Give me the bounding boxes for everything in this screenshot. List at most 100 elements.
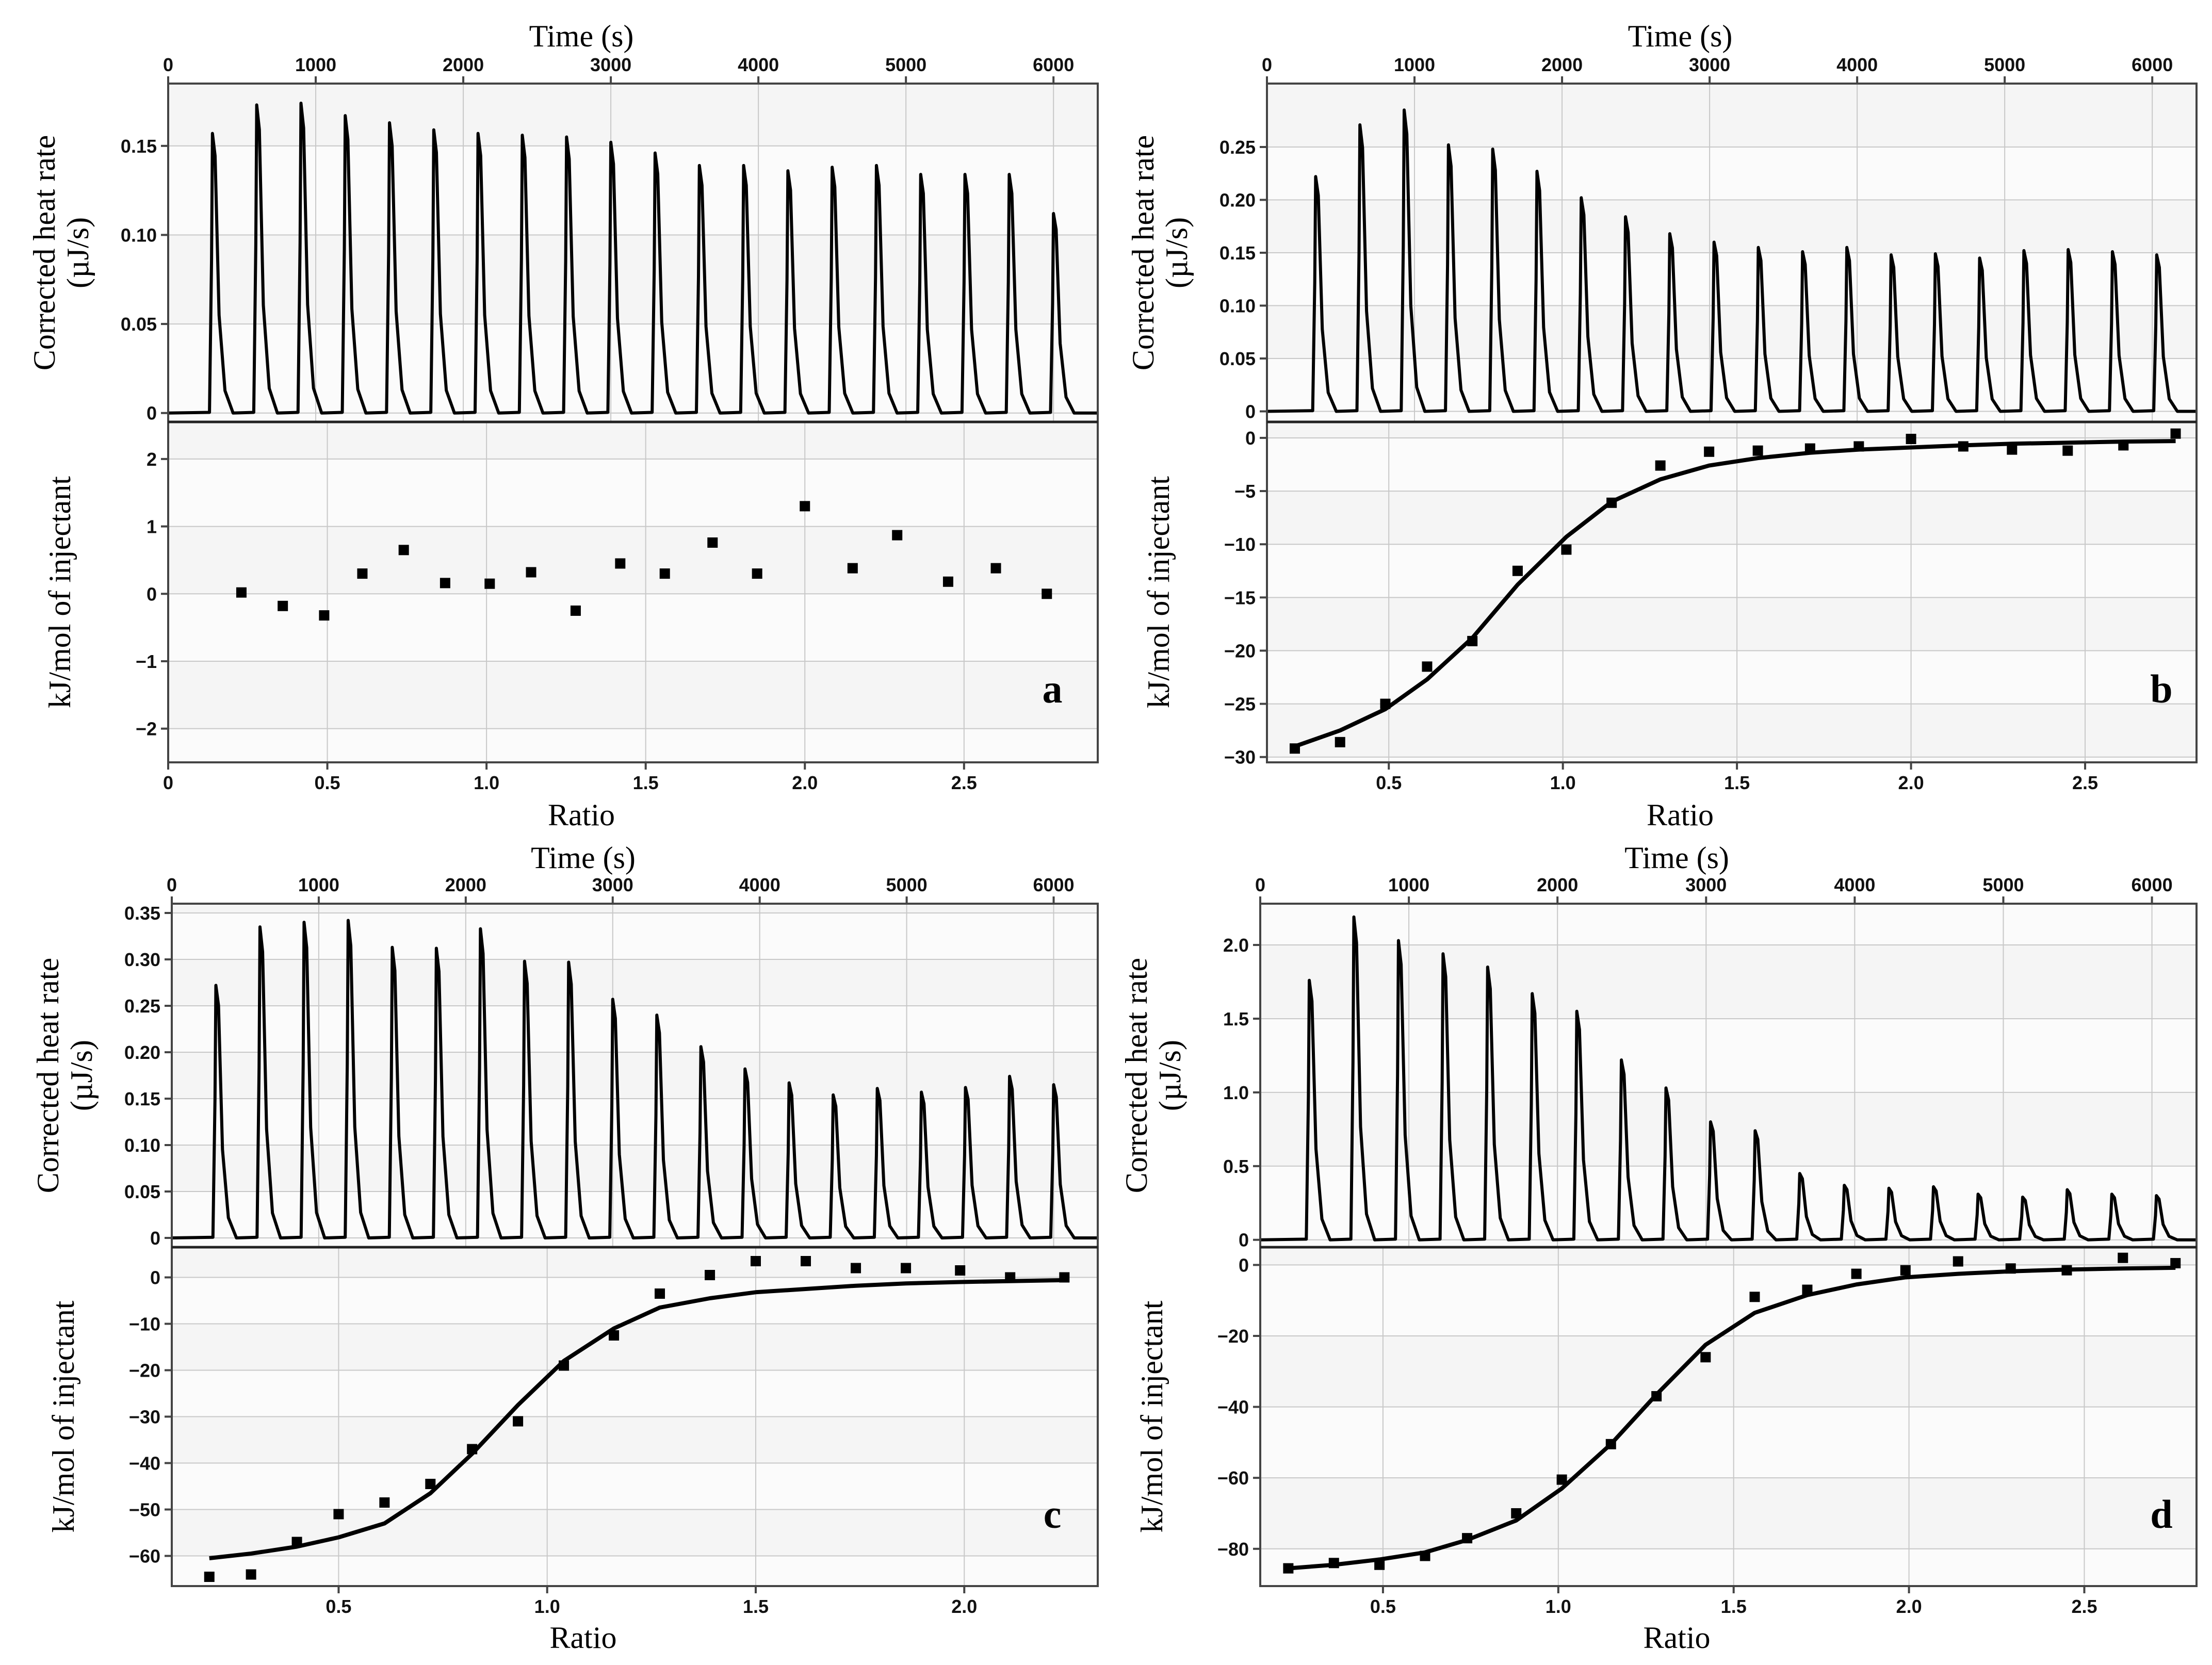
x-tick-label: 6000 (2132, 874, 2173, 895)
y-tick-label: 0 (1245, 401, 1256, 422)
grid-band (1267, 305, 2197, 358)
heat-rate-axis-unit: (µJ/s) (61, 217, 95, 288)
y-tick-label: 0 (1239, 1254, 1249, 1276)
data-point (1804, 443, 1815, 454)
grid-band (1260, 945, 2197, 1019)
x-tick-label: 1000 (298, 874, 339, 895)
data-point (2007, 444, 2018, 455)
y-tick-label: 1.0 (1223, 1082, 1249, 1103)
heat-rate-trace (171, 919, 1098, 1239)
panel-c: 0 0.05 0.10 0.15 0.20 0.25 0.30 0.35 0 1000 2000 30… (31, 841, 1099, 1655)
data-point (659, 568, 670, 579)
panel-letter: c (1044, 1492, 1062, 1537)
x-tick-label: 2.5 (951, 772, 977, 793)
y-tick-label: 0 (1239, 1230, 1249, 1251)
grid-band (1260, 1247, 2197, 1265)
data-point (1851, 1268, 1862, 1279)
y-tick-label: 0 (147, 583, 157, 605)
x-tick-label: 4000 (1834, 874, 1875, 895)
ratio-axis-title: Ratio (548, 798, 615, 832)
data-point (291, 1537, 302, 1547)
data-point (570, 605, 581, 616)
grid-band (1267, 200, 2197, 253)
grid-band (172, 904, 1098, 913)
y-tick-label: 0 (147, 403, 157, 424)
grid-band (172, 1509, 1098, 1556)
y-tick-label: 0.10 (121, 224, 157, 246)
heat-rate-axis-title: Corrected heat rate (1119, 958, 1153, 1193)
grid-band (172, 1416, 1098, 1463)
panel-a: 0 0.05 0.10 0.15 0 1000 2000 3000 4000 5000 6000 Ti… (27, 19, 1099, 832)
data-point (1283, 1563, 1294, 1574)
y-tick-label: 0.10 (1219, 296, 1256, 317)
grid-band (172, 1247, 1098, 1278)
y-tick-label: 0.05 (121, 314, 157, 335)
y-tick-label: −30 (1224, 747, 1256, 768)
data-point (1853, 441, 1864, 452)
x-tick-label: 2.0 (1898, 772, 1924, 793)
fit-curve (209, 1278, 1065, 1560)
grid-band (1267, 704, 2197, 757)
y-tick-label: −40 (1217, 1397, 1249, 1418)
x-tick-label: 2.0 (1896, 1596, 1922, 1617)
x-tick-label: 0 (1255, 874, 1265, 895)
x-tick-label: 5000 (885, 54, 926, 75)
x-tick-label: 2000 (443, 54, 484, 75)
y-tick-label: 0.15 (121, 136, 157, 157)
data-point (484, 578, 495, 589)
data-point (1605, 1439, 1616, 1449)
data-point (1752, 445, 1763, 456)
x-tick-label: 2000 (445, 874, 486, 895)
x-tick-label: 0 (163, 54, 173, 75)
grid-band (1267, 597, 2197, 651)
data-point (357, 568, 368, 579)
x-tick-label: 3000 (1689, 54, 1730, 75)
y-tick-label: −20 (1217, 1326, 1249, 1347)
x-tick-label: 0 (167, 874, 177, 895)
y-tick-label: 0.20 (1219, 190, 1256, 211)
data-point (1561, 544, 1572, 555)
data-point (1704, 446, 1715, 457)
enthalpy-axis-title: kJ/mol of injectant (1135, 1300, 1169, 1532)
y-tick-label: −20 (1224, 640, 1256, 661)
y-tick-label: 0.15 (1219, 242, 1256, 264)
data-point (847, 563, 858, 574)
time-axis-title: Time (s) (1624, 841, 1729, 875)
x-tick-label: 1.0 (1546, 1596, 1571, 1617)
data-point (942, 576, 953, 587)
heat-rate-axis-unit: (µJ/s) (1160, 217, 1194, 288)
x-tick-label: 6000 (2132, 54, 2173, 75)
y-tick-label: 1.5 (1223, 1008, 1249, 1030)
data-point (955, 1265, 966, 1276)
x-tick-label: 1.5 (743, 1596, 769, 1617)
data-point (892, 530, 903, 541)
data-point (1059, 1272, 1070, 1283)
panel-b: 0 0.05 0.10 0.15 0.20 0.25 0 1000 2000 3000 4000 50… (1126, 19, 2198, 832)
grid-band (1267, 84, 2197, 147)
y-tick-label: −60 (1217, 1467, 1249, 1489)
x-tick-label: 1.5 (1721, 1596, 1747, 1617)
data-point (707, 537, 718, 548)
y-tick-label: 0.30 (124, 949, 160, 970)
grid-band (168, 422, 1098, 459)
ratio-axis-title: Ratio (1644, 1621, 1711, 1655)
x-tick-label: 1.0 (1550, 772, 1576, 793)
y-tick-label: −10 (1224, 534, 1256, 555)
data-point (705, 1270, 715, 1280)
data-point (615, 558, 626, 569)
grid-band (1260, 1335, 2197, 1407)
data-point (1651, 1391, 1662, 1401)
y-tick-label: −2 (136, 719, 157, 740)
y-tick-label: −10 (129, 1314, 160, 1335)
grid-band (168, 84, 1098, 146)
x-tick-label: 2000 (1541, 54, 1583, 75)
y-tick-label: 0.5 (1223, 1156, 1249, 1177)
data-point (1422, 661, 1433, 672)
y-tick-label: −1 (136, 651, 157, 672)
y-tick-label: −15 (1224, 587, 1256, 608)
x-tick-label: 6000 (1033, 54, 1074, 75)
data-point (901, 1263, 912, 1274)
data-point (2118, 1252, 2128, 1263)
x-tick-label: 1.5 (1724, 772, 1750, 793)
x-tick-label: 1.5 (633, 772, 659, 793)
